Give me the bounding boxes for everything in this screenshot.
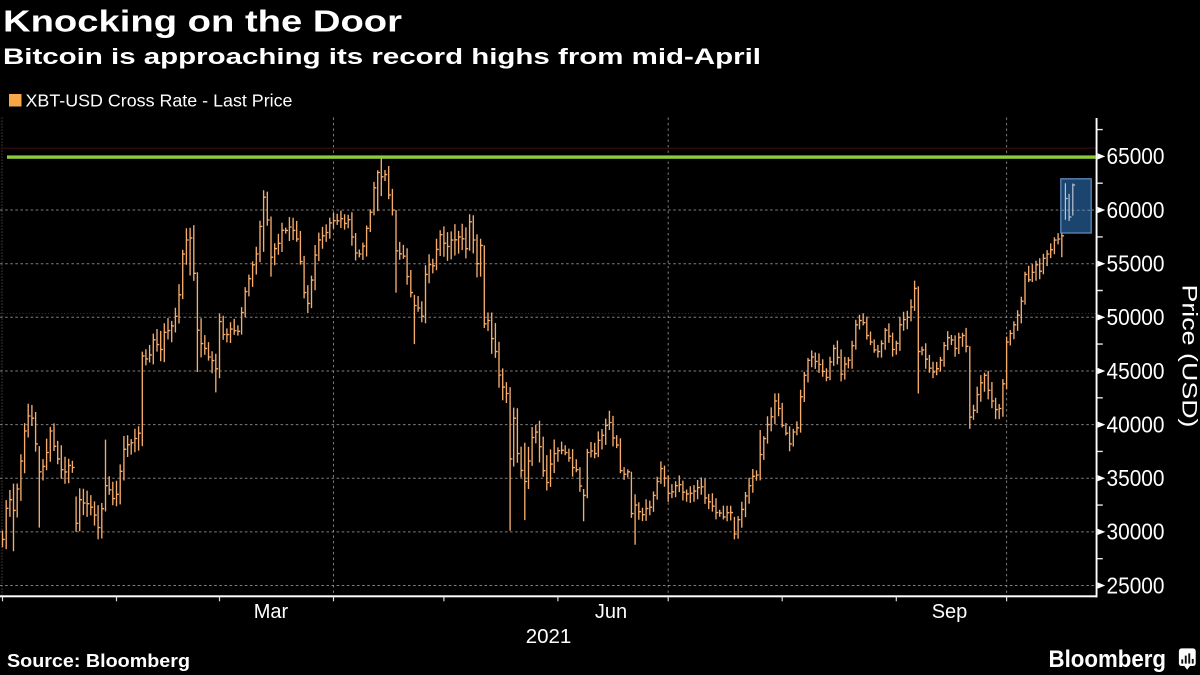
svg-text:Bitcoin is approaching its rec: Bitcoin is approaching its record highs … bbox=[3, 44, 761, 69]
svg-text:35000: 35000 bbox=[1107, 465, 1165, 491]
svg-text:XBT-USD Cross Rate - Last Pric: XBT-USD Cross Rate - Last Price bbox=[26, 91, 293, 111]
svg-text:60000: 60000 bbox=[1107, 197, 1165, 223]
svg-text:2021: 2021 bbox=[526, 625, 572, 648]
svg-text:Jun: Jun bbox=[595, 601, 627, 623]
svg-text:Bloomberg: Bloomberg bbox=[1049, 646, 1167, 673]
svg-text:40000: 40000 bbox=[1107, 411, 1165, 437]
svg-text:55000: 55000 bbox=[1107, 251, 1165, 277]
svg-text:Mar: Mar bbox=[254, 601, 289, 623]
svg-text:Knocking on the Door: Knocking on the Door bbox=[3, 5, 402, 39]
svg-text:50000: 50000 bbox=[1107, 304, 1165, 330]
svg-text:45000: 45000 bbox=[1107, 358, 1165, 384]
svg-text:30000: 30000 bbox=[1107, 519, 1165, 545]
svg-text:Price (USD): Price (USD) bbox=[1178, 285, 1200, 428]
svg-text:Sep: Sep bbox=[932, 601, 968, 623]
svg-text:65000: 65000 bbox=[1107, 143, 1165, 169]
svg-text:25000: 25000 bbox=[1107, 572, 1165, 598]
svg-text:Source: Bloomberg: Source: Bloomberg bbox=[7, 650, 190, 671]
